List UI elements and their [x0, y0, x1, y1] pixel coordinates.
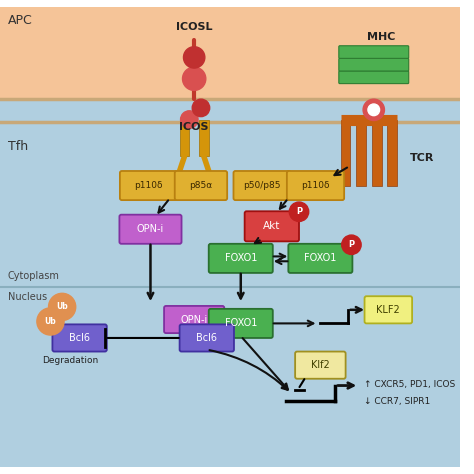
- FancyBboxPatch shape: [245, 211, 299, 241]
- FancyBboxPatch shape: [372, 119, 382, 185]
- Bar: [0, 7, 460, 99]
- FancyBboxPatch shape: [356, 119, 366, 185]
- Circle shape: [289, 202, 309, 221]
- FancyBboxPatch shape: [341, 119, 350, 185]
- Text: p110δ: p110δ: [134, 181, 163, 190]
- FancyBboxPatch shape: [365, 296, 412, 323]
- Text: ICOS: ICOS: [180, 122, 209, 132]
- Text: Klf2: Klf2: [311, 360, 330, 370]
- FancyBboxPatch shape: [164, 306, 224, 333]
- Text: ICOSL: ICOSL: [176, 22, 212, 32]
- Circle shape: [182, 67, 206, 91]
- Text: ↓ CCR7, SIPR1: ↓ CCR7, SIPR1: [364, 397, 430, 406]
- FancyBboxPatch shape: [339, 46, 409, 58]
- Text: Degradation: Degradation: [42, 356, 98, 365]
- Circle shape: [192, 99, 210, 117]
- FancyBboxPatch shape: [387, 119, 397, 185]
- Text: Bcl6: Bcl6: [196, 333, 217, 343]
- Bar: [0, 99, 460, 467]
- Text: Ub: Ub: [56, 302, 68, 311]
- Text: Ub: Ub: [45, 317, 56, 326]
- Circle shape: [48, 293, 76, 320]
- FancyBboxPatch shape: [119, 215, 182, 244]
- Circle shape: [363, 99, 384, 120]
- Text: MHC: MHC: [367, 32, 396, 42]
- FancyBboxPatch shape: [287, 171, 344, 200]
- FancyBboxPatch shape: [120, 171, 177, 200]
- Circle shape: [37, 308, 64, 335]
- FancyBboxPatch shape: [199, 119, 209, 156]
- FancyBboxPatch shape: [209, 309, 273, 338]
- Text: OPN-i: OPN-i: [137, 224, 164, 234]
- FancyBboxPatch shape: [288, 244, 352, 273]
- Circle shape: [342, 235, 361, 255]
- Text: Bcl6: Bcl6: [69, 333, 90, 343]
- FancyBboxPatch shape: [180, 119, 189, 156]
- Circle shape: [181, 111, 198, 128]
- Text: OPN-i: OPN-i: [181, 315, 208, 325]
- Text: FOXO1: FOXO1: [225, 319, 257, 328]
- Text: APC: APC: [8, 14, 33, 27]
- Text: P: P: [348, 240, 355, 249]
- Text: ↑ CXCR5, PD1, ICOS: ↑ CXCR5, PD1, ICOS: [364, 380, 456, 389]
- FancyBboxPatch shape: [175, 171, 227, 200]
- Text: FOXO1: FOXO1: [225, 254, 257, 264]
- FancyBboxPatch shape: [209, 244, 273, 273]
- FancyBboxPatch shape: [180, 324, 234, 352]
- Text: p110δ: p110δ: [301, 181, 330, 190]
- Text: KLF2: KLF2: [376, 305, 400, 315]
- FancyBboxPatch shape: [295, 352, 346, 379]
- FancyBboxPatch shape: [339, 58, 409, 71]
- Text: Tfh: Tfh: [8, 140, 28, 153]
- Text: TCR: TCR: [410, 154, 435, 164]
- Text: FOXO1: FOXO1: [304, 254, 337, 264]
- Text: Akt: Akt: [263, 221, 281, 231]
- Text: Nucleus: Nucleus: [8, 292, 47, 302]
- Circle shape: [368, 104, 380, 116]
- Text: p85α: p85α: [189, 181, 212, 190]
- FancyBboxPatch shape: [234, 171, 291, 200]
- FancyBboxPatch shape: [339, 71, 409, 83]
- Circle shape: [183, 47, 205, 68]
- Text: p50/p85: p50/p85: [243, 181, 281, 190]
- Text: P: P: [296, 207, 302, 216]
- Text: Cytoplasm: Cytoplasm: [8, 271, 60, 281]
- FancyBboxPatch shape: [53, 324, 107, 352]
